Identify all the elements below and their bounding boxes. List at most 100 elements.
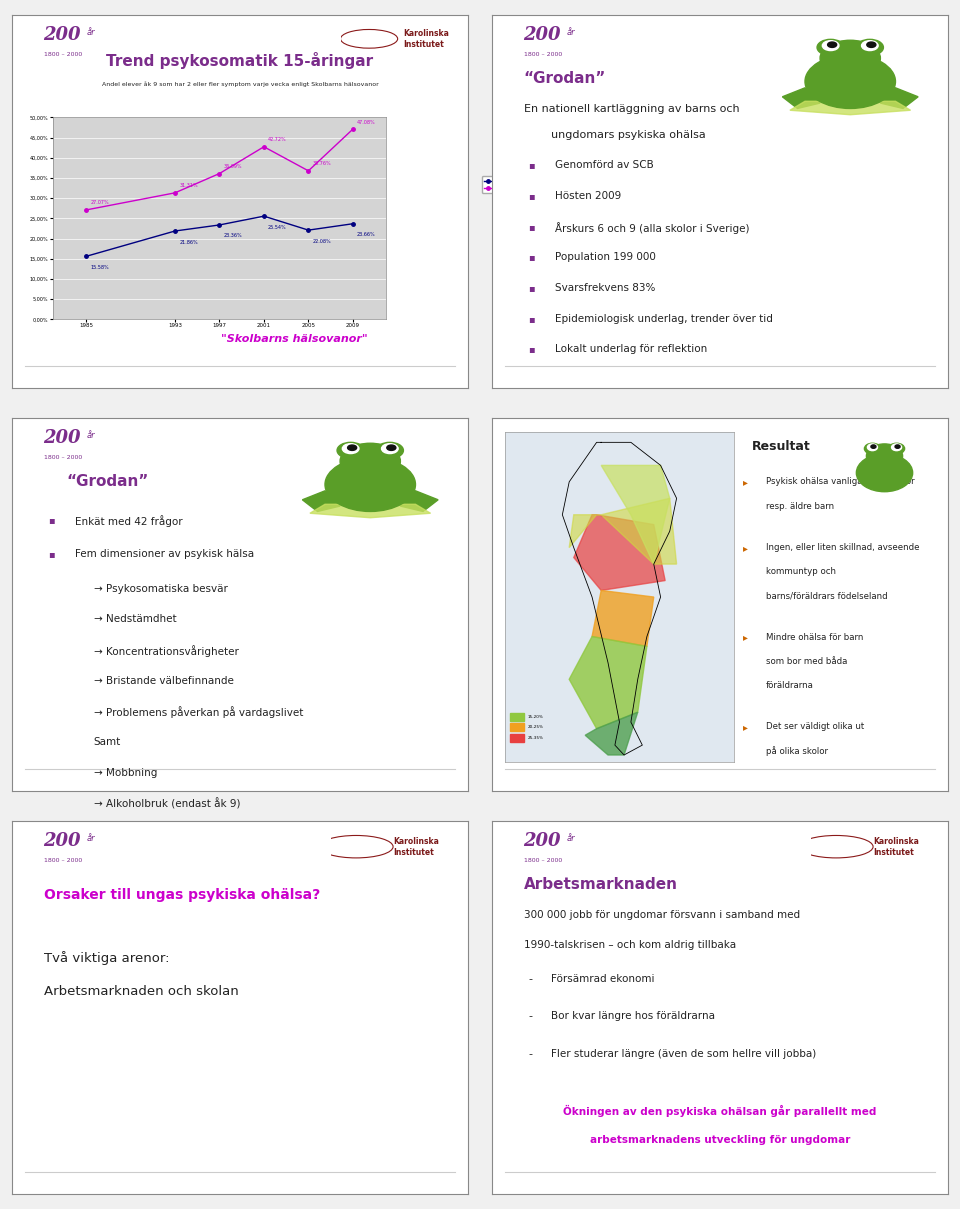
Text: år: år bbox=[87, 833, 96, 843]
Text: -: - bbox=[528, 1011, 532, 1022]
flicka bbox=[169, 186, 180, 201]
Text: 200: 200 bbox=[43, 429, 81, 447]
Text: 200: 200 bbox=[523, 832, 561, 850]
Text: → Problemens påverkan på vardagslivet: → Problemens påverkan på vardagslivet bbox=[94, 706, 303, 718]
Text: 1990-talskrisen – och kom aldrig tillbaka: 1990-talskrisen – och kom aldrig tillbak… bbox=[523, 941, 735, 950]
pojke bbox=[302, 222, 314, 237]
Text: 1800 – 2000: 1800 – 2000 bbox=[43, 52, 82, 57]
Text: på olika skolor: på olika skolor bbox=[766, 747, 828, 757]
Text: Trend psykosomatik 15-åringar: Trend psykosomatik 15-åringar bbox=[107, 52, 373, 69]
Legend: pojke, flicka: pojke, flicka bbox=[482, 177, 511, 192]
Line: flicka: flicka bbox=[84, 127, 354, 212]
Text: kommuntyp och: kommuntyp och bbox=[766, 567, 836, 577]
Circle shape bbox=[823, 41, 839, 51]
Polygon shape bbox=[592, 590, 654, 647]
Text: ▪: ▪ bbox=[48, 549, 55, 559]
Text: ▪: ▪ bbox=[48, 515, 55, 525]
Text: Årskurs 6 och 9 (alla skolor i Sverige): Årskurs 6 och 9 (alla skolor i Sverige) bbox=[556, 221, 750, 233]
Text: Mindre ohälsa för barn: Mindre ohälsa för barn bbox=[766, 632, 863, 642]
Text: 1800 – 2000: 1800 – 2000 bbox=[523, 52, 562, 57]
Circle shape bbox=[805, 54, 896, 109]
Text: 21.86%: 21.86% bbox=[180, 239, 198, 244]
pojke bbox=[258, 209, 270, 224]
Text: ▪: ▪ bbox=[528, 191, 535, 201]
Text: arbetsmarknadens utveckling för ungdomar: arbetsmarknadens utveckling för ungdomar bbox=[589, 1135, 851, 1145]
Text: Fler studerar längre (även de som hellre vill jobba): Fler studerar längre (även de som hellre… bbox=[551, 1048, 816, 1059]
Polygon shape bbox=[601, 465, 670, 565]
Text: → Koncentrationsvårigheter: → Koncentrationsvårigheter bbox=[94, 644, 239, 656]
Text: 23.66%: 23.66% bbox=[357, 232, 375, 237]
Circle shape bbox=[861, 41, 878, 51]
Text: Arbetsmarknaden och skolan: Arbetsmarknaden och skolan bbox=[43, 985, 238, 999]
Bar bbox=[510, 723, 523, 731]
Text: “Grodan”: “Grodan” bbox=[523, 70, 606, 86]
Text: ▪: ▪ bbox=[528, 161, 535, 170]
Circle shape bbox=[867, 42, 876, 47]
Text: 20-25%: 20-25% bbox=[528, 725, 544, 729]
Text: ▸: ▸ bbox=[743, 543, 748, 553]
Text: år: år bbox=[567, 833, 576, 843]
Circle shape bbox=[381, 444, 398, 453]
Text: ▸: ▸ bbox=[743, 632, 748, 642]
Text: Enkät med 42 frågor: Enkät med 42 frågor bbox=[76, 515, 183, 527]
Text: Svarsfrekvens 83%: Svarsfrekvens 83% bbox=[556, 283, 656, 293]
Text: Genomförd av SCB: Genomförd av SCB bbox=[556, 161, 655, 170]
Circle shape bbox=[820, 40, 880, 76]
Text: 1800 – 2000: 1800 – 2000 bbox=[43, 455, 82, 459]
Polygon shape bbox=[574, 515, 665, 590]
Circle shape bbox=[856, 40, 883, 56]
Text: Epidemiologisk underlag, trender över tid: Epidemiologisk underlag, trender över ti… bbox=[556, 313, 774, 324]
Text: 15-20%: 15-20% bbox=[528, 715, 543, 719]
Text: ▪: ▪ bbox=[528, 253, 535, 262]
Text: 22.08%: 22.08% bbox=[313, 238, 331, 244]
Text: Arbetsmarknaden: Arbetsmarknaden bbox=[523, 877, 678, 891]
Circle shape bbox=[867, 444, 902, 468]
Text: barns/föräldrars födelseland: barns/föräldrars födelseland bbox=[766, 591, 887, 601]
Text: 200: 200 bbox=[43, 832, 81, 850]
Text: Fem dimensioner av psykisk hälsa: Fem dimensioner av psykisk hälsa bbox=[76, 549, 254, 559]
Text: ▸: ▸ bbox=[743, 478, 748, 487]
Text: → Bristande välbefinnande: → Bristande välbefinnande bbox=[94, 676, 233, 686]
Circle shape bbox=[868, 444, 877, 451]
Text: Lokalt underlag för reflektion: Lokalt underlag för reflektion bbox=[556, 345, 708, 354]
Polygon shape bbox=[790, 102, 910, 115]
Text: → Tobaksbruk (endast åk 9): → Tobaksbruk (endast åk 9) bbox=[94, 829, 237, 840]
Circle shape bbox=[343, 444, 359, 453]
flicka bbox=[348, 122, 359, 137]
Circle shape bbox=[340, 444, 400, 479]
Text: ▪: ▪ bbox=[528, 283, 535, 293]
Text: Ingen, eller liten skillnad, avseende: Ingen, eller liten skillnad, avseende bbox=[766, 543, 919, 551]
Text: → Psykosomatiska besvär: → Psykosomatiska besvär bbox=[94, 584, 228, 594]
Text: Bor kvar längre hos föräldrarna: Bor kvar längre hos föräldrarna bbox=[551, 1011, 715, 1022]
Text: Resultat: Resultat bbox=[752, 440, 811, 453]
Text: Karolinska
Institutet: Karolinska Institutet bbox=[393, 837, 439, 857]
Text: 23.36%: 23.36% bbox=[224, 233, 242, 238]
Text: ▸: ▸ bbox=[743, 722, 748, 733]
Polygon shape bbox=[569, 636, 647, 729]
Text: Det ser väldigt olika ut: Det ser väldigt olika ut bbox=[766, 722, 864, 731]
Text: 200: 200 bbox=[523, 25, 561, 44]
Text: 36.09%: 36.09% bbox=[224, 164, 242, 169]
Text: 31.31%: 31.31% bbox=[180, 184, 198, 189]
Line: pojke: pojke bbox=[84, 214, 354, 258]
Text: Karolinska
Institutet: Karolinska Institutet bbox=[403, 29, 449, 48]
Text: 1800 – 2000: 1800 – 2000 bbox=[523, 858, 562, 863]
Text: år: år bbox=[87, 28, 96, 36]
Text: -: - bbox=[528, 1048, 532, 1059]
Circle shape bbox=[864, 444, 880, 455]
Text: föräldrarna: föräldrarna bbox=[766, 681, 813, 690]
pojke bbox=[348, 216, 359, 231]
Circle shape bbox=[889, 444, 904, 455]
Circle shape bbox=[387, 445, 396, 451]
Text: år: år bbox=[87, 430, 96, 440]
Text: -: - bbox=[528, 973, 532, 984]
Text: år: år bbox=[567, 28, 576, 36]
Polygon shape bbox=[586, 712, 637, 754]
Text: 200: 200 bbox=[43, 25, 81, 44]
Text: 1800 – 2000: 1800 – 2000 bbox=[43, 858, 82, 863]
Text: 15.58%: 15.58% bbox=[90, 265, 108, 270]
Text: → Mobbning: → Mobbning bbox=[94, 768, 157, 777]
Circle shape bbox=[376, 442, 403, 458]
Text: “Grodan”: “Grodan” bbox=[66, 474, 149, 488]
Text: 25-35%: 25-35% bbox=[528, 736, 544, 740]
